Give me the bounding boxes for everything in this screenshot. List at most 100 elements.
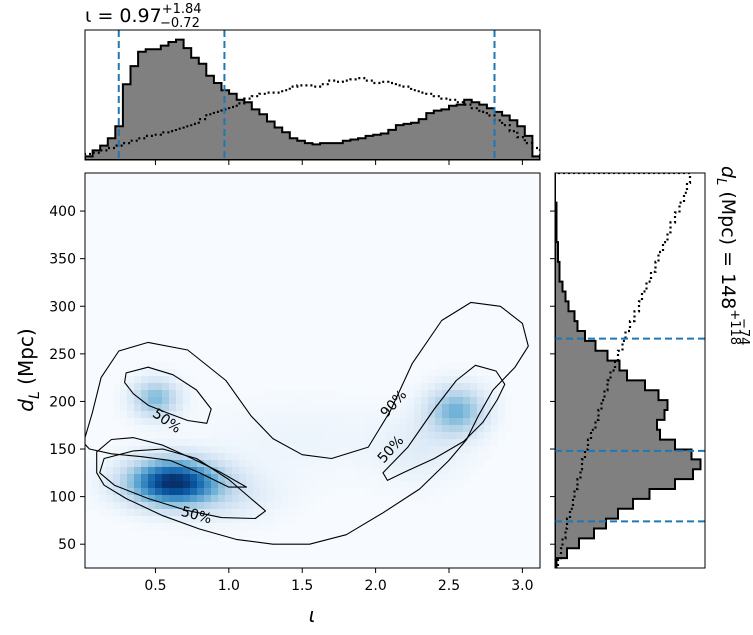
heatmap-cell [386,481,394,489]
heatmap-cell [253,390,261,398]
heatmap-cell [309,488,317,496]
heatmap-cell [477,411,485,419]
heatmap-cell [134,516,142,524]
y-tick-label: 250 [49,347,76,363]
heatmap-cell [407,481,415,489]
heatmap-cell [218,453,226,461]
heatmap-cell [169,509,177,517]
heatmap-cell [477,460,485,468]
heatmap-cell [456,418,464,426]
heatmap-cell [232,453,240,461]
heatmap-cell [484,404,492,412]
right-posterior-histogram [555,173,702,568]
heatmap-cell [176,516,184,524]
heatmap-cell [239,516,247,524]
heatmap-cell [449,439,457,447]
heatmap-cell [204,460,212,468]
heatmap-cell [421,474,429,482]
heatmap-cell [358,418,366,426]
heatmap-cell [414,481,422,489]
heatmap-cell [113,460,121,468]
heatmap-cell [330,488,338,496]
heatmap-cell [351,474,359,482]
heatmap-cell [281,453,289,461]
heatmap-cell [358,446,366,454]
heatmap-cell [204,530,212,538]
heatmap-cell [190,432,198,440]
heatmap-cell [169,474,177,482]
heatmap-cell [435,481,443,489]
heatmap-cell [253,495,261,503]
heatmap-cell [225,460,233,468]
heatmap-cell [218,516,226,524]
heatmap-cell [148,418,156,426]
heatmap-cell [141,397,149,405]
heatmap-cell [435,446,443,454]
heatmap-cell [435,495,443,503]
heatmap-cell [463,425,471,433]
heatmap-cell [190,397,198,405]
heatmap-cell [148,453,156,461]
heatmap-cell [204,446,212,454]
heatmap-cell [442,362,450,370]
heatmap-cell [351,446,359,454]
heatmap-cell [477,425,485,433]
heatmap-cell [505,425,513,433]
heatmap-cell [379,488,387,496]
heatmap-cell [323,474,331,482]
heatmap-cell [295,390,303,398]
heatmap-cell [239,474,247,482]
heatmap-cell [281,481,289,489]
heatmap-cell [162,502,170,510]
heatmap-cell [372,488,380,496]
heatmap-cell [120,509,128,517]
heatmap-cell [176,502,184,510]
heatmap-cell [442,453,450,461]
heatmap-cell [302,397,310,405]
heatmap-cell [162,432,170,440]
heatmap-cell [337,418,345,426]
heatmap-cell [155,362,163,370]
heatmap-cell [323,446,331,454]
heatmap-cell [309,418,317,426]
heatmap-cell [449,460,457,468]
heatmap-cell [337,439,345,447]
heatmap-cell [379,453,387,461]
heatmap-cell [393,453,401,461]
heatmap-cell [148,516,156,524]
heatmap-cell [246,495,254,503]
heatmap-cell [414,460,422,468]
heatmap-cell [344,397,352,405]
heatmap-cell [232,502,240,510]
heatmap-cell [281,432,289,440]
heatmap-cell [449,446,457,454]
heatmap-cell [127,453,135,461]
heatmap-cell [386,425,394,433]
heatmap-cell [239,404,247,412]
heatmap-cell [477,432,485,440]
heatmap-cell [162,523,170,531]
heatmap-cell [162,453,170,461]
contour-line-50pct [124,366,212,424]
heatmap-cell [99,453,107,461]
heatmap-cell [281,446,289,454]
heatmap-cell [190,502,198,510]
heatmap-cell [232,460,240,468]
heatmap-cell [162,390,170,398]
heatmap-cell [414,418,422,426]
heatmap-cell [470,383,478,391]
heatmap-cell [155,432,163,440]
heatmap-cell [260,446,268,454]
heatmap-cell [463,432,471,440]
heatmap-cell [113,439,121,447]
heatmap-cell [169,460,177,468]
heatmap-cell [218,488,226,496]
heatmap-cell [155,467,163,475]
heatmap-cell [120,439,128,447]
heatmap-cell [253,488,261,496]
heatmap-cell [288,432,296,440]
heatmap-cell [393,446,401,454]
heatmap-cell [309,453,317,461]
heatmap-cell [92,502,100,510]
joint-panel: 50%50%50%90% 0.5 1.0 1.5 2.0 2.5 3.0 50100150… [14,172,541,627]
